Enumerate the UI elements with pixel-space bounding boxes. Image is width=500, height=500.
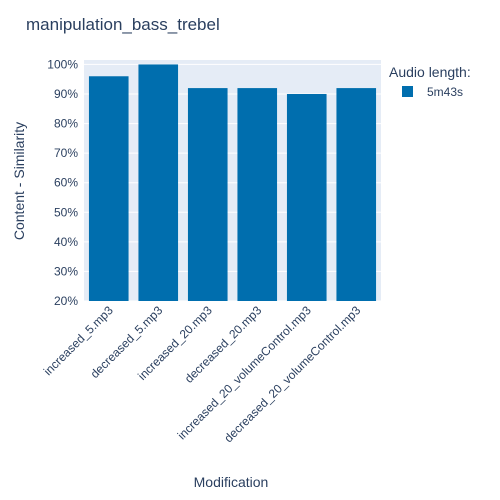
- bar[interactable]: [237, 88, 278, 301]
- legend: Audio length: 5m43s: [389, 64, 471, 99]
- y-tick-label: 90%: [54, 87, 78, 101]
- chart-title: manipulation_bass_trebel: [26, 15, 220, 34]
- y-tick-label: 40%: [54, 235, 78, 249]
- x-axis-title: Modification: [194, 474, 269, 490]
- y-tick-label: 60%: [54, 176, 78, 190]
- y-tick-label: 30%: [54, 264, 78, 278]
- legend-item-label: 5m43s: [427, 85, 463, 99]
- bar[interactable]: [187, 88, 228, 301]
- y-tick-label: 70%: [54, 146, 78, 160]
- legend-title: Audio length:: [389, 64, 471, 80]
- bar[interactable]: [138, 64, 179, 302]
- y-tick-label: 80%: [54, 117, 78, 131]
- legend-swatch[interactable]: [402, 86, 413, 97]
- bar[interactable]: [88, 76, 129, 302]
- y-axis-ticks: 20% 30% 40% 50% 60% 70% 80% 90% 100%: [47, 57, 78, 308]
- x-axis-ticks: increased_5.mp3decreased_5.mp3increased_…: [41, 303, 364, 445]
- bars: [88, 64, 377, 302]
- y-tick-label: 20%: [54, 294, 78, 308]
- gridlines: [84, 63, 381, 302]
- y-tick-label: 50%: [54, 205, 78, 219]
- bar[interactable]: [286, 94, 327, 301]
- bar[interactable]: [336, 88, 377, 301]
- plot-area: [84, 60, 381, 301]
- y-tick-label: 100%: [47, 57, 78, 71]
- y-axis-title: Content - Similarity: [11, 122, 27, 240]
